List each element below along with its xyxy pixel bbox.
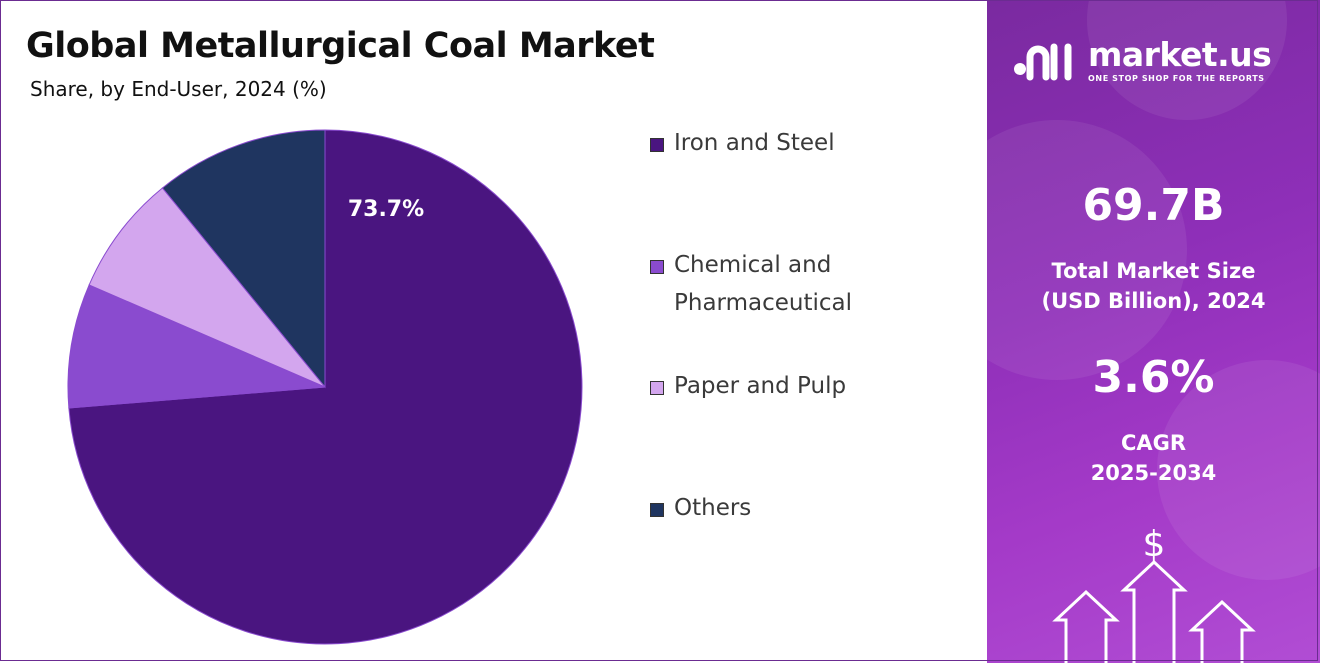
pie-slice-data-label: 73.7% bbox=[348, 197, 424, 222]
market-size-label-line1: Total Market Size bbox=[1051, 259, 1256, 283]
dollar-icon: $ bbox=[1143, 524, 1166, 565]
legend-label: Others bbox=[674, 495, 752, 521]
arrow-up-icon bbox=[1188, 599, 1256, 663]
market-size-label: Total Market Size (USD Billion), 2024 bbox=[987, 256, 1320, 316]
chart-panel: Global Metallurgical Coal Market Share, … bbox=[26, 26, 950, 645]
background-shape bbox=[1157, 360, 1320, 580]
market-size-value: 69.7B bbox=[1082, 180, 1225, 231]
arrow-up-icon bbox=[1120, 559, 1188, 663]
legend-swatch bbox=[650, 503, 664, 517]
background-shape bbox=[987, 120, 1187, 380]
legend-item-paper-and-pulp: Paper and Pulp bbox=[650, 367, 904, 405]
chart-title: Global Metallurgical Coal Market bbox=[26, 26, 655, 66]
legend-swatch bbox=[650, 381, 664, 395]
market-us-logo-icon bbox=[1014, 43, 1072, 81]
legend-label: Paper and Pulp bbox=[674, 373, 847, 399]
legend-item-chemical-and-pharmaceutical: Chemical and Pharmaceutical bbox=[650, 246, 904, 322]
brand-logo: market.us ONE STOP SHOP FOR THE REPORTS bbox=[1012, 35, 1272, 84]
market-size-label-line2: (USD Billion), 2024 bbox=[1041, 289, 1266, 313]
legend-item-iron-and-steel: Iron and Steel bbox=[650, 124, 904, 162]
pie-chart: 73.7% bbox=[67, 129, 583, 645]
legend-swatch bbox=[650, 138, 664, 152]
cagr-stat: 3.6% bbox=[987, 352, 1320, 403]
cagr-label-line2: 2025-2034 bbox=[1090, 461, 1217, 485]
cagr-label-line1: CAGR bbox=[1120, 431, 1187, 455]
pie-slice-chemical-and-pharmaceutical bbox=[67, 284, 326, 409]
chart-legend: Iron and Steel Chemical and Pharmaceutic… bbox=[650, 120, 950, 540]
brand-tagline: ONE STOP SHOP FOR THE REPORTS bbox=[1088, 74, 1265, 83]
legend-item-others: Others bbox=[650, 489, 904, 527]
pie-slice-others bbox=[161, 129, 326, 389]
market-size-stat: 69.7B bbox=[987, 180, 1320, 231]
legend-label: Iron and Steel bbox=[674, 130, 835, 156]
arrow-up-icon bbox=[1052, 589, 1120, 663]
brand-name: market.us bbox=[1088, 35, 1272, 74]
legend-swatch bbox=[650, 260, 664, 274]
growth-arrows-icon: $ bbox=[1052, 524, 1256, 663]
legend-label: Chemical and Pharmaceutical bbox=[674, 252, 853, 316]
info-panel bbox=[987, 0, 1320, 663]
cagr-value: 3.6% bbox=[1092, 352, 1215, 403]
cagr-label: CAGR 2025-2034 bbox=[987, 428, 1320, 488]
chart-subtitle: Share, by End-User, 2024 (%) bbox=[30, 77, 327, 101]
pie-slice-paper-and-pulp bbox=[88, 187, 326, 388]
